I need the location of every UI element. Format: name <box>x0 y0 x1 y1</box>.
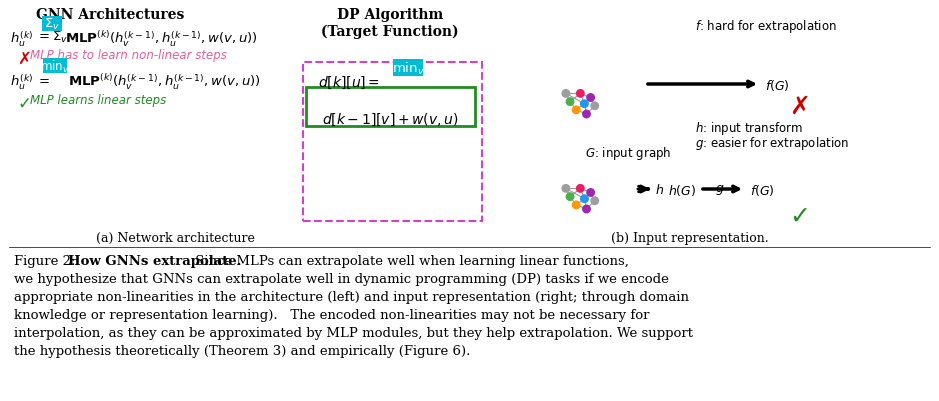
Text: ✗: ✗ <box>790 95 810 119</box>
Text: $\Sigma_v$: $\Sigma_v$ <box>44 17 60 32</box>
FancyBboxPatch shape <box>43 59 67 74</box>
Text: $h(G)$: $h(G)$ <box>668 182 697 198</box>
Text: (b) Input representation.: (b) Input representation. <box>611 231 769 244</box>
Text: GNN Architectures: GNN Architectures <box>36 8 184 22</box>
Text: $\mathbf{MLP}^{(k)}(h_v^{(k-1)}, h_u^{(k-1)}, w(v,u))$: $\mathbf{MLP}^{(k)}(h_v^{(k-1)}, h_u^{(k… <box>65 30 257 49</box>
Text: $f(G)$: $f(G)$ <box>765 78 790 93</box>
Text: $\mathrm{min}_v$: $\mathrm{min}_v$ <box>40 58 69 74</box>
FancyBboxPatch shape <box>42 17 62 32</box>
Text: appropriate non-linearities in the architecture (left) and input representation : appropriate non-linearities in the archi… <box>14 290 689 303</box>
Circle shape <box>583 206 591 213</box>
Circle shape <box>573 107 580 114</box>
Text: $f$: hard for extrapolation: $f$: hard for extrapolation <box>695 18 837 35</box>
Circle shape <box>562 90 570 98</box>
Circle shape <box>577 185 584 192</box>
Text: $= \Sigma_v$: $= \Sigma_v$ <box>36 30 69 45</box>
Circle shape <box>587 95 594 102</box>
Text: $\mathbf{MLP}^{(k)}(h_v^{(k-1)}, h_u^{(k-1)}, w(v,u))$: $\mathbf{MLP}^{(k)}(h_v^{(k-1)}, h_u^{(k… <box>68 73 261 92</box>
FancyBboxPatch shape <box>393 60 423 77</box>
Text: knowledge or representation learning).   The encoded non-linearities may not be : knowledge or representation learning). T… <box>14 308 650 321</box>
Text: $d[k][u] = $: $d[k][u] = $ <box>318 75 380 91</box>
Text: $=$: $=$ <box>36 73 50 86</box>
Circle shape <box>566 193 574 201</box>
Text: DP Algorithm
(Target Function): DP Algorithm (Target Function) <box>321 8 459 38</box>
Text: $G$: input graph: $G$: input graph <box>585 145 671 162</box>
Circle shape <box>566 99 574 106</box>
Text: $h_u^{(k)}$: $h_u^{(k)}$ <box>10 73 33 92</box>
Text: $g$: easier for extrapolation: $g$: easier for extrapolation <box>695 135 849 152</box>
Circle shape <box>583 111 591 118</box>
Circle shape <box>562 185 570 192</box>
Circle shape <box>580 195 588 203</box>
Circle shape <box>573 202 580 209</box>
Text: we hypothesize that GNNs can extrapolate well in dynamic programming (DP) tasks : we hypothesize that GNNs can extrapolate… <box>14 272 669 285</box>
Text: $g$: $g$ <box>716 182 725 196</box>
Text: (a) Network architecture: (a) Network architecture <box>96 231 254 244</box>
Text: ✗: ✗ <box>17 50 31 68</box>
Text: interpolation, as they can be approximated by MLP modules, but they help extrapo: interpolation, as they can be approximat… <box>14 326 693 339</box>
Text: ✓: ✓ <box>17 95 31 113</box>
Circle shape <box>587 189 594 197</box>
Circle shape <box>577 90 584 98</box>
Circle shape <box>591 103 598 110</box>
Text: ✓: ✓ <box>790 205 810 229</box>
Text: $\mathrm{min}_v$: $\mathrm{min}_v$ <box>392 61 424 77</box>
Text: MLP learns linear steps: MLP learns linear steps <box>30 94 166 107</box>
Text: Since MLPs can extrapolate well when learning linear functions,: Since MLPs can extrapolate well when lea… <box>191 254 629 267</box>
Text: Figure 2:: Figure 2: <box>14 254 80 267</box>
Circle shape <box>580 101 588 108</box>
Text: MLP has to learn non-linear steps: MLP has to learn non-linear steps <box>30 49 227 62</box>
Text: $h_u^{(k)}$: $h_u^{(k)}$ <box>10 30 33 49</box>
Text: the hypothesis theoretically (Theorem 3) and empirically (Figure 6).: the hypothesis theoretically (Theorem 3)… <box>14 344 470 357</box>
Text: $h$: input transform: $h$: input transform <box>695 120 803 137</box>
Text: $f(G)$: $f(G)$ <box>750 182 775 198</box>
Text: $d[k-1][v] + w(v,u)$: $d[k-1][v] + w(v,u)$ <box>322 112 458 128</box>
Circle shape <box>591 198 598 205</box>
Text: $h$: $h$ <box>655 182 664 196</box>
FancyBboxPatch shape <box>306 88 475 127</box>
FancyBboxPatch shape <box>303 63 482 221</box>
Text: How GNNs extrapolate.: How GNNs extrapolate. <box>68 254 241 267</box>
